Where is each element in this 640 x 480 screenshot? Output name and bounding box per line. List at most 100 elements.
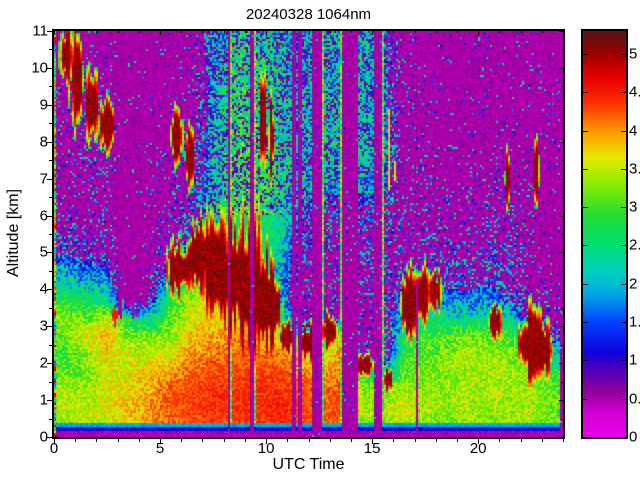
colorbar-tick-label: 1.5 bbox=[629, 313, 640, 331]
colorbar-tick bbox=[583, 399, 588, 400]
x-axis-tick bbox=[181, 439, 182, 442]
x-axis-top-tick bbox=[224, 31, 225, 33]
y-axis-right-tick bbox=[561, 345, 563, 346]
colorbar-tick-label: 1 bbox=[629, 351, 638, 369]
x-axis-tick bbox=[521, 439, 522, 442]
y-tick-label: 6 bbox=[39, 207, 48, 225]
y-axis-tick bbox=[49, 345, 52, 346]
y-axis-right-tick bbox=[559, 363, 563, 364]
colorbar-tick bbox=[621, 207, 626, 208]
y-axis-label: Altitude [km] bbox=[5, 188, 22, 278]
x-tick-label: 20 bbox=[469, 440, 487, 457]
y-axis-right-tick bbox=[559, 216, 563, 217]
x-axis-top-tick bbox=[351, 31, 352, 33]
x-axis-top-tick bbox=[457, 31, 458, 33]
x-axis-top-tick bbox=[478, 31, 479, 35]
colorbar-tick bbox=[621, 284, 626, 285]
x-axis-tick bbox=[75, 439, 76, 442]
colorbar-tick bbox=[583, 131, 588, 132]
x-axis-tick bbox=[372, 439, 373, 444]
colorbar-tick bbox=[583, 245, 588, 246]
colorbar-tick-label: 4.5 bbox=[629, 83, 640, 101]
x-tick-label: 15 bbox=[363, 440, 381, 457]
y-axis-tick bbox=[49, 86, 52, 87]
y-axis-tick bbox=[49, 419, 52, 420]
colorbar-tick-label: 0 bbox=[629, 428, 638, 446]
x-axis-top-tick bbox=[563, 31, 564, 33]
x-axis-tick bbox=[54, 439, 55, 444]
y-axis-tick bbox=[47, 105, 52, 106]
x-axis-tick bbox=[436, 439, 437, 442]
x-axis-tick bbox=[96, 439, 97, 442]
y-axis-tick bbox=[49, 382, 52, 383]
x-axis-top-tick bbox=[330, 31, 331, 33]
x-tick-label: 10 bbox=[257, 440, 275, 457]
y-axis-tick bbox=[47, 31, 52, 32]
y-axis-tick bbox=[47, 289, 52, 290]
x-axis-tick bbox=[160, 439, 161, 444]
colorbar-tick bbox=[583, 284, 588, 285]
x-axis-tick bbox=[478, 439, 479, 444]
x-axis-top-tick bbox=[287, 31, 288, 33]
colorbar-tick-label: 3 bbox=[629, 198, 638, 216]
y-axis-tick bbox=[47, 142, 52, 143]
x-axis-tick bbox=[457, 439, 458, 442]
x-axis-top-tick bbox=[415, 31, 416, 33]
lidar-heatmap-canvas bbox=[54, 31, 563, 437]
x-axis-tick bbox=[224, 439, 225, 442]
x-axis-top-tick bbox=[75, 31, 76, 33]
colorbar-tick bbox=[621, 131, 626, 132]
y-axis-right-tick bbox=[561, 86, 563, 87]
y-axis-right-tick bbox=[559, 252, 563, 253]
y-tick-label: 3 bbox=[39, 317, 48, 335]
colorbar-tick bbox=[621, 322, 626, 323]
y-tick-label: 7 bbox=[39, 170, 48, 188]
y-axis-right-tick bbox=[561, 271, 563, 272]
y-axis-tick bbox=[49, 197, 52, 198]
y-axis-right-tick bbox=[561, 160, 563, 161]
colorbar-tick-label: 0.5 bbox=[629, 390, 640, 408]
y-axis-right-tick bbox=[559, 437, 563, 438]
colorbar-tick bbox=[621, 92, 626, 93]
x-axis-top-tick bbox=[266, 31, 267, 35]
y-axis-tick bbox=[49, 271, 52, 272]
x-axis-tick bbox=[266, 439, 267, 444]
y-tick-label: 9 bbox=[39, 96, 48, 114]
y-tick-label: 4 bbox=[39, 280, 48, 298]
y-axis-right-tick bbox=[561, 234, 563, 235]
y-axis-right-tick bbox=[559, 31, 563, 32]
y-axis-tick bbox=[49, 160, 52, 161]
plot-area-frame bbox=[52, 29, 565, 439]
x-axis-tick bbox=[287, 439, 288, 442]
y-tick-label: 10 bbox=[31, 59, 48, 77]
colorbar-tick bbox=[583, 92, 588, 93]
x-axis-top-tick bbox=[139, 31, 140, 33]
x-axis-tick bbox=[118, 439, 119, 442]
y-axis-tick bbox=[47, 400, 52, 401]
x-axis-top-tick bbox=[542, 31, 543, 33]
colorbar-tick-label: 2 bbox=[629, 275, 638, 293]
x-axis-tick bbox=[499, 439, 500, 442]
y-axis-right-tick bbox=[559, 326, 563, 327]
colorbar-tick bbox=[583, 322, 588, 323]
x-tick-label: 5 bbox=[155, 440, 165, 457]
y-tick-label: 0 bbox=[39, 428, 48, 446]
colorbar-frame bbox=[581, 29, 628, 439]
y-tick-label: 8 bbox=[39, 133, 48, 151]
x-axis-top-tick bbox=[521, 31, 522, 33]
y-axis-right-tick bbox=[559, 179, 563, 180]
colorbar-tick bbox=[583, 437, 588, 438]
y-axis-right-tick bbox=[561, 419, 563, 420]
colorbar-tick-label: 4 bbox=[629, 122, 638, 140]
y-axis-right-tick bbox=[561, 49, 563, 50]
y-axis-right-tick bbox=[559, 400, 563, 401]
y-axis-right-tick bbox=[559, 142, 563, 143]
chart-title: 20240328 1064nm bbox=[245, 6, 372, 23]
x-axis-tick bbox=[393, 439, 394, 442]
y-axis-right-tick bbox=[561, 197, 563, 198]
x-axis-top-tick bbox=[54, 31, 55, 35]
y-axis-right-tick bbox=[559, 289, 563, 290]
y-tick-label: 5 bbox=[39, 243, 48, 261]
colorbar-tick bbox=[621, 399, 626, 400]
y-axis-tick bbox=[47, 326, 52, 327]
